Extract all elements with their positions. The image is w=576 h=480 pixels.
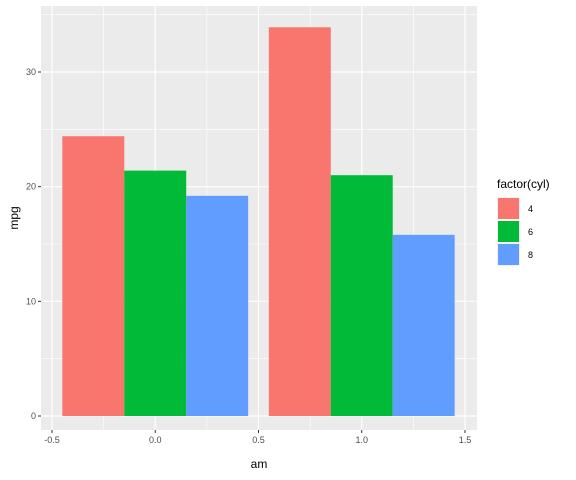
x-tick-label: 0.0 — [149, 435, 162, 445]
x-tick-label: 1.0 — [355, 435, 368, 445]
x-axis-ticks: -0.5 0.0 0.5 1.0 1.5 — [44, 430, 471, 445]
y-axis-title: mpg — [7, 206, 21, 229]
bar-cyl-8-am-1 — [392, 234, 455, 416]
y-tick-label: 20 — [26, 182, 36, 192]
x-tick-label: 0.5 — [252, 435, 265, 445]
legend-title: factor(cyl) — [497, 177, 550, 191]
y-tick-label: 10 — [26, 296, 36, 306]
bar-cyl-4-am-1 — [268, 27, 331, 417]
legend-swatch-4 — [498, 198, 519, 219]
bar-cyl-4-am-0 — [62, 136, 125, 417]
bar-cyl-8-am-0 — [186, 195, 249, 416]
y-tick-label: 0 — [31, 411, 36, 421]
legend: factor(cyl) 4 6 8 — [497, 177, 550, 266]
x-tick-label: 1.5 — [459, 435, 472, 445]
bars — [62, 27, 455, 417]
legend-label-6: 6 — [528, 227, 533, 237]
bar-cyl-6-am-1 — [330, 175, 393, 416]
x-axis-title: am — [251, 457, 268, 471]
legend-label-4: 4 — [528, 204, 533, 214]
legend-swatch-6 — [498, 221, 519, 242]
legend-swatch-8 — [498, 244, 519, 265]
x-tick-label: -0.5 — [44, 435, 60, 445]
y-axis-ticks: 0 10 20 30 — [26, 67, 41, 421]
legend-label-8: 8 — [528, 250, 533, 260]
y-tick-label: 30 — [26, 67, 36, 77]
bar-cyl-6-am-0 — [124, 170, 187, 416]
